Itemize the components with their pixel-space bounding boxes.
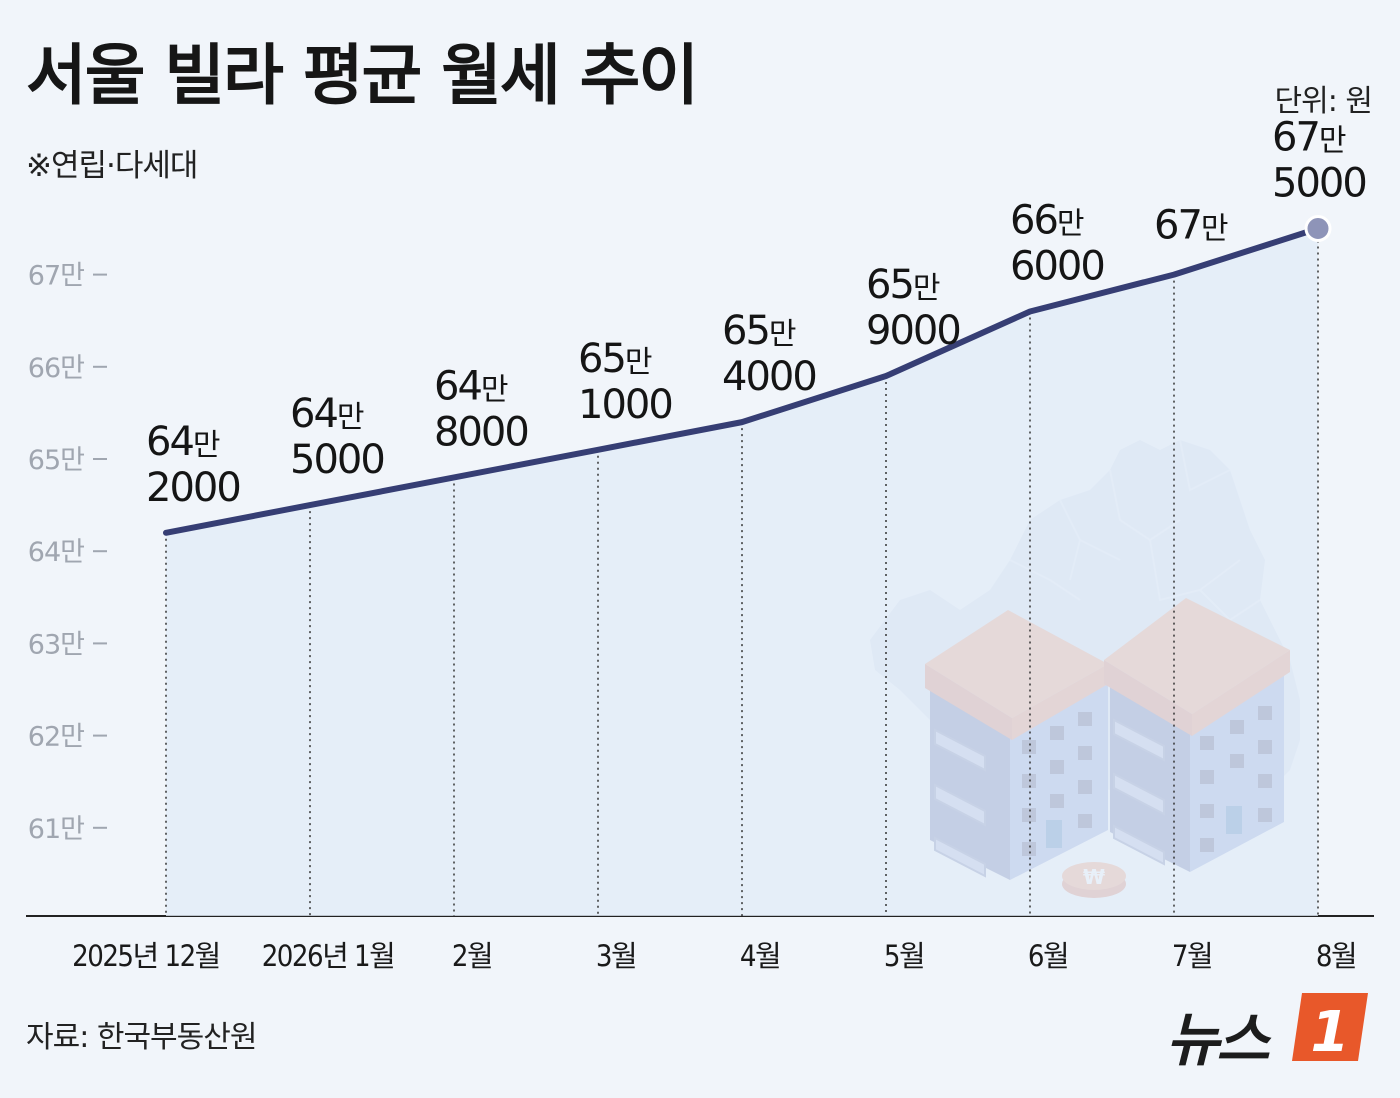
- x-tick-label: 2026년 1월: [262, 939, 395, 973]
- highlight-point: [1304, 215, 1332, 242]
- plot-area: 64만200064만500064만800065만100065만400065만90…: [146, 115, 1368, 916]
- data-label-top: 65만: [866, 262, 940, 308]
- x-tick-label: 2월: [452, 939, 492, 973]
- y-tick-label: 62만: [28, 722, 84, 753]
- y-tick-label: 61만: [28, 814, 84, 845]
- data-label-bottom: 8000: [434, 409, 528, 455]
- y-tick-label: 63만: [28, 629, 84, 660]
- unit-label: 단위: 원: [1274, 84, 1373, 119]
- x-tick-label: 6월: [1028, 939, 1068, 973]
- data-label-bottom: 9000: [866, 308, 960, 354]
- data-label-bottom: 2000: [146, 465, 240, 511]
- y-tick-label: 64만: [28, 537, 84, 568]
- y-tick-label: 66만: [28, 353, 84, 384]
- series-line: [163, 225, 1321, 536]
- chart-subtitle: ※연립·다세대: [26, 148, 198, 184]
- x-tick-label: 3월: [596, 939, 636, 973]
- y-axis: 61만 62만 63만 64만 65만 66만 67만: [28, 261, 107, 845]
- data-label-top: 64만: [434, 363, 508, 409]
- chart-title: 서울 빌라 평균 월세 추이: [26, 37, 699, 114]
- x-tick-label: 5월: [884, 939, 924, 973]
- y-tick-label: 65만: [28, 445, 84, 476]
- logo-text: 뉴스: [1166, 1006, 1270, 1074]
- data-label-top: 64만: [146, 419, 220, 465]
- data-label-top: 66만: [1010, 197, 1084, 243]
- x-axis: 2025년 12월 2026년 1월 2월 3월 4월 5월 6월 7월 8월: [72, 939, 1358, 973]
- logo-badge-icon: 1: [1292, 993, 1368, 1065]
- x-tick-label: 7월: [1172, 939, 1212, 973]
- data-label-bottom: 5000: [1272, 161, 1366, 207]
- data-label-top: 67만: [1154, 203, 1228, 249]
- data-label-top: 64만: [290, 391, 364, 437]
- y-tick-label: 67만: [28, 261, 84, 292]
- data-label-bottom: 6000: [1010, 243, 1104, 289]
- x-tick-label: 4월: [740, 939, 780, 973]
- data-label-top: 65만: [722, 308, 796, 354]
- data-label-bottom: 1000: [578, 382, 672, 428]
- data-label-bottom: 4000: [722, 354, 816, 400]
- data-label-top: 67만: [1272, 115, 1346, 161]
- x-tick-label: 8월: [1316, 939, 1356, 973]
- logo-badge-text: 1: [1311, 1000, 1350, 1065]
- x-tick-label: 2025년 12월: [72, 939, 220, 973]
- data-label-top: 65만: [578, 336, 652, 382]
- source-note: 자료: 한국부동산원: [26, 1020, 257, 1055]
- news1-logo: 뉴스 1: [1160, 985, 1380, 1075]
- data-label-bottom: 5000: [290, 437, 384, 483]
